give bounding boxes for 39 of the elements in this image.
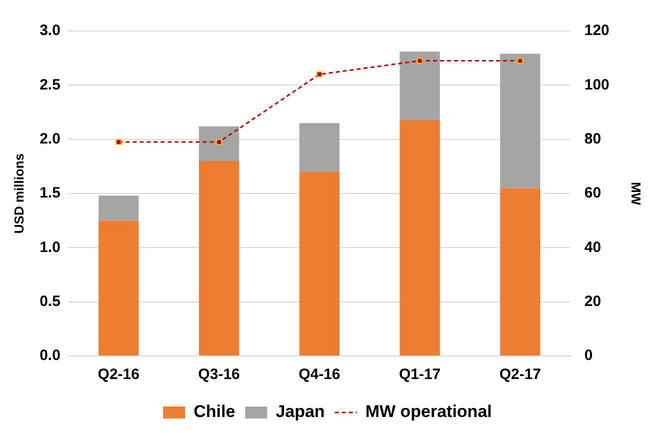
point (216, 139, 222, 146)
y-tick-label: 1.5 (40, 184, 60, 202)
y2-tick-label: 20 (584, 292, 602, 310)
y-tick-label: 3.0 (40, 22, 60, 40)
bar (400, 52, 440, 120)
y2-tick-label: 120 (584, 22, 610, 40)
bar (500, 188, 540, 356)
bar (400, 120, 440, 356)
bar (198, 161, 240, 356)
bar (299, 123, 340, 172)
y-tick-label: 1.0 (40, 238, 60, 256)
bar (98, 196, 139, 221)
x-tick-label: Q2-16 (98, 366, 140, 384)
legend-label: Japan (276, 402, 325, 422)
y2-tick-label: 40 (584, 238, 602, 256)
x-tick-label: Q1-17 (398, 366, 441, 384)
bar (98, 220, 139, 356)
x-tick-label: Q4-16 (298, 366, 340, 384)
x-tick-label: Q3-16 (198, 366, 240, 384)
y-axis-title: USD millions (11, 153, 26, 234)
y-tick-label: 0.0 (40, 347, 60, 364)
bar (500, 54, 540, 188)
y-tick-label: 0.5 (40, 292, 60, 310)
point (116, 139, 122, 146)
bar (299, 172, 340, 356)
y-tick-label: 2.5 (40, 76, 60, 94)
x-tick-label: Q2-17 (499, 366, 542, 384)
y2-axis-title: MW (628, 182, 644, 206)
bar (198, 126, 240, 161)
y2-tick-label: 0 (584, 347, 593, 364)
y-tick-label: 2.0 (40, 130, 60, 148)
legend-label: Chile (194, 402, 236, 422)
y2-tick-label: 100 (584, 76, 610, 94)
point (416, 58, 423, 64)
point (517, 58, 524, 64)
y2-tick-label: 60 (584, 184, 602, 202)
y2-tick-label: 80 (584, 130, 602, 148)
point (316, 71, 322, 78)
legend-label: MW operational (365, 402, 492, 422)
